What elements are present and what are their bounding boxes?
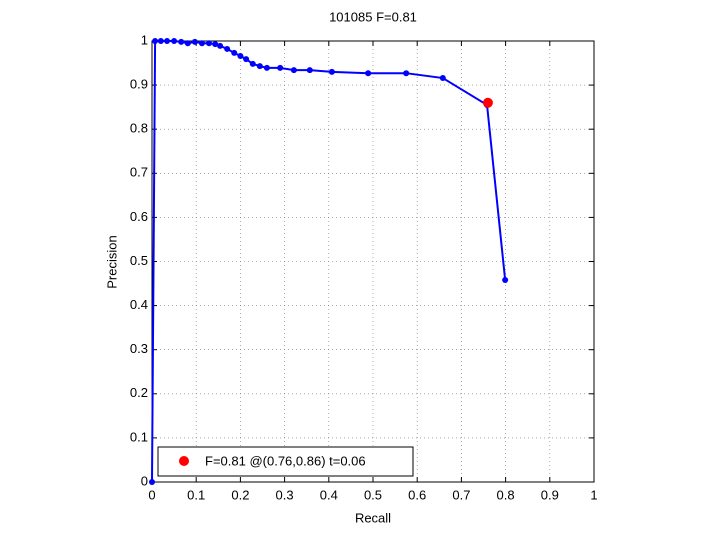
point [502, 277, 509, 284]
x-tick-label: 0.2 [231, 487, 249, 502]
point [277, 64, 284, 71]
point [365, 70, 372, 77]
point [328, 68, 335, 75]
x-tick-label: 0.9 [541, 487, 559, 502]
point [178, 38, 185, 45]
y-tick-label: 0.2 [130, 385, 148, 400]
y-tick-label: 0.9 [130, 77, 148, 92]
x-tick-label: 0.3 [276, 487, 294, 502]
point [290, 67, 297, 74]
y-axis-label: Precision [104, 235, 119, 288]
x-tick-label: 0.8 [497, 487, 515, 502]
point [191, 38, 198, 45]
legend-marker [179, 456, 189, 466]
point [231, 49, 238, 56]
y-tick-label: 0.4 [130, 297, 148, 312]
y-tick-label: 0.8 [130, 121, 148, 136]
x-tick-label: 0 [148, 487, 155, 502]
point [403, 70, 410, 77]
y-tick-label: 0.6 [130, 209, 148, 224]
x-tick-label: 1 [590, 487, 597, 502]
point [217, 42, 224, 49]
point [157, 38, 164, 44]
y-tick-label: 1 [141, 32, 148, 47]
point [164, 38, 171, 44]
point [206, 40, 213, 47]
point [263, 64, 270, 71]
legend-box [157, 446, 414, 477]
x-tick-label: 0.7 [452, 487, 470, 502]
point [237, 52, 244, 59]
point [212, 41, 219, 48]
y-tick-label: 0.5 [130, 253, 148, 268]
y-tick-label: 0.7 [130, 165, 148, 180]
x-tick-label: 0.1 [187, 487, 205, 502]
best-point [482, 97, 493, 108]
x-tick-label: 0.6 [408, 487, 426, 502]
point [152, 38, 159, 44]
chart-title: 101085 F=0.81 [329, 9, 417, 24]
series-line [151, 40, 507, 483]
y-tick-label: 0 [141, 473, 148, 488]
point [306, 67, 313, 74]
point [149, 479, 155, 485]
x-tick-label: 0.5 [364, 487, 382, 502]
point [184, 40, 191, 47]
point [243, 56, 250, 63]
point [224, 45, 231, 52]
y-tick-label: 0.1 [130, 429, 148, 444]
point [249, 60, 256, 67]
point [198, 40, 205, 47]
point [439, 75, 446, 82]
y-tick-label: 0.3 [130, 341, 148, 356]
point [256, 63, 263, 70]
x-tick-label: 0.4 [320, 487, 338, 502]
point [171, 38, 178, 44]
legend-label: F=0.81 @(0.76,0.86) t=0.06 [205, 453, 366, 468]
plot-frame [151, 40, 595, 483]
x-axis-label: Recall [355, 510, 391, 525]
